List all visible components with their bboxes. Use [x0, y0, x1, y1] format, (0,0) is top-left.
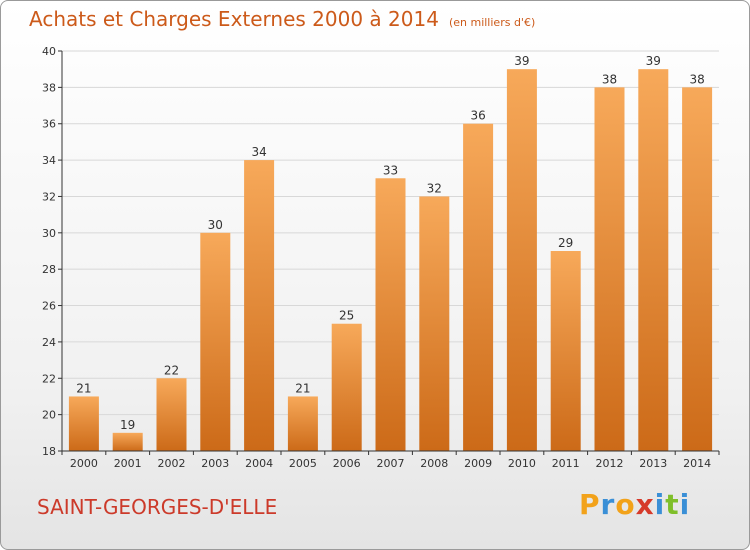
logo-letter: t	[665, 488, 680, 521]
logo-letter: i	[654, 488, 666, 521]
bar-value-label: 39	[646, 54, 661, 68]
bar-2013	[638, 69, 669, 451]
bar-value-label: 38	[689, 72, 704, 86]
bar-2000	[68, 396, 99, 451]
bar-2011	[550, 251, 581, 451]
bar-2012	[594, 87, 625, 451]
bar-value-label: 21	[76, 381, 91, 395]
bar-2001	[112, 432, 143, 451]
y-tick-label: 38	[42, 81, 56, 94]
bar-value-label: 36	[470, 109, 485, 123]
bar-value-label: 19	[120, 418, 135, 432]
y-tick-label: 30	[42, 227, 56, 240]
logo-letter: i	[679, 488, 691, 521]
y-tick-label: 28	[42, 263, 56, 276]
y-tick-label: 24	[42, 336, 56, 349]
bar-2007	[375, 178, 406, 452]
bar-value-label: 22	[164, 363, 179, 377]
x-tick-label: 2008	[420, 457, 448, 470]
commune-name: SAINT-GEORGES-D'ELLE	[37, 495, 278, 519]
bar-value-label: 39	[514, 54, 529, 68]
x-tick-label: 2010	[508, 457, 536, 470]
y-tick-label: 26	[42, 300, 56, 313]
y-tick-label: 34	[42, 154, 56, 167]
proxiti-logo: Proxiti	[579, 488, 690, 521]
bar-2009	[463, 123, 494, 452]
bar-2006	[331, 323, 362, 451]
bar-2014	[682, 87, 713, 451]
bar-value-label: 29	[558, 236, 573, 250]
bar-2004	[244, 160, 275, 451]
logo-letter: x	[635, 488, 655, 521]
bar-value-label: 32	[427, 181, 442, 195]
x-tick-label: 2002	[158, 457, 186, 470]
y-tick-label: 40	[42, 45, 56, 58]
x-tick-label: 2005	[289, 457, 317, 470]
chart-subtitle: (en milliers d'€)	[448, 16, 536, 29]
x-tick-label: 2014	[683, 457, 711, 470]
x-tick-label: 2009	[464, 457, 492, 470]
axes	[58, 50, 720, 455]
x-tick-label: 2007	[377, 457, 405, 470]
logo-letter: r	[600, 488, 616, 521]
bar-value-label: 25	[339, 309, 354, 323]
x-tick-label: 2012	[596, 457, 624, 470]
y-tick-label: 36	[42, 118, 56, 131]
bar-2002	[156, 378, 187, 451]
x-tick-label: 2006	[333, 457, 361, 470]
bar-value-label: 34	[251, 145, 266, 159]
x-tick-label: 2004	[245, 457, 273, 470]
x-tick-label: 2001	[114, 457, 142, 470]
bar-2010	[506, 69, 537, 451]
bar-value-label: 30	[208, 218, 223, 232]
logo-letter: o	[615, 488, 636, 521]
y-tick-label: 20	[42, 409, 56, 422]
chart-title: Achats et Charges Externes 2000 à 2014 (e…	[29, 7, 535, 31]
chart-title-text: Achats et Charges Externes 2000 à 2014	[29, 7, 439, 31]
bar-2005	[287, 396, 318, 451]
bar-value-label: 21	[295, 381, 310, 395]
y-tick-label: 32	[42, 190, 56, 203]
logo-letter: P	[579, 488, 601, 521]
x-tick-label: 2011	[552, 457, 580, 470]
x-tick-label: 2003	[201, 457, 229, 470]
y-tick-label: 22	[42, 372, 56, 385]
bar-2008	[419, 196, 450, 451]
labels: 18 20 22 24 26 28 30 32 34 36 38 40 21 2000 19 2001 22 20…	[42, 45, 711, 470]
bar-value-label: 33	[383, 163, 398, 177]
bar-2003	[200, 232, 231, 451]
bars	[68, 69, 713, 452]
bar-value-label: 38	[602, 72, 617, 86]
y-tick-label: 18	[42, 445, 56, 458]
x-tick-label: 2013	[639, 457, 667, 470]
x-tick-label: 2000	[70, 457, 98, 470]
